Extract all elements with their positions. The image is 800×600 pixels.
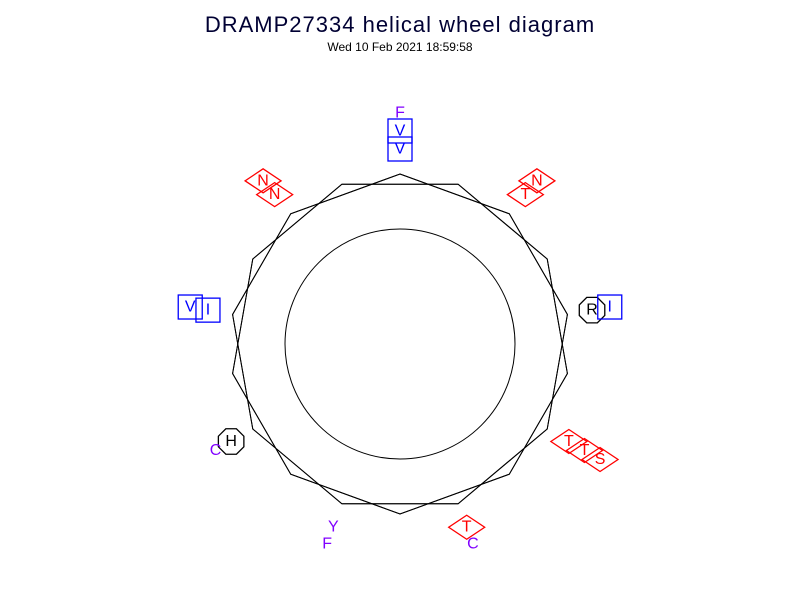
- residue-label: I: [608, 299, 612, 316]
- wheel-circle: [285, 229, 515, 459]
- residue-label: C: [210, 442, 222, 459]
- residue-label: T: [462, 519, 472, 536]
- residue-label: H: [225, 433, 237, 450]
- residue-label: V: [185, 299, 196, 316]
- residue-label: F: [322, 536, 332, 553]
- residue-label: S: [595, 451, 606, 468]
- residue-label: N: [257, 172, 269, 189]
- residue-label: T: [580, 442, 590, 459]
- residue-label: N: [531, 172, 543, 189]
- timestamp: Wed 10 Feb 2021 18:59:58: [0, 40, 800, 54]
- residue-label: Y: [328, 519, 339, 536]
- residue-label: T: [520, 186, 530, 203]
- page-title: DRAMP27334 helical wheel diagram: [0, 12, 800, 38]
- residue-label: I: [206, 302, 210, 319]
- residue-label: V: [395, 123, 406, 140]
- residue-label: T: [564, 433, 574, 450]
- title-block: DRAMP27334 helical wheel diagram Wed 10 …: [0, 12, 800, 54]
- helical-wheel-svg: VTTYIHNTRVTCFVCNNIFS: [0, 54, 800, 594]
- residue-label: N: [269, 186, 281, 203]
- residue-label: F: [395, 105, 405, 122]
- star-nonagon: [233, 184, 568, 514]
- star-nonagon: [233, 174, 568, 504]
- residue-label: R: [586, 302, 598, 319]
- residue-label: C: [467, 536, 479, 553]
